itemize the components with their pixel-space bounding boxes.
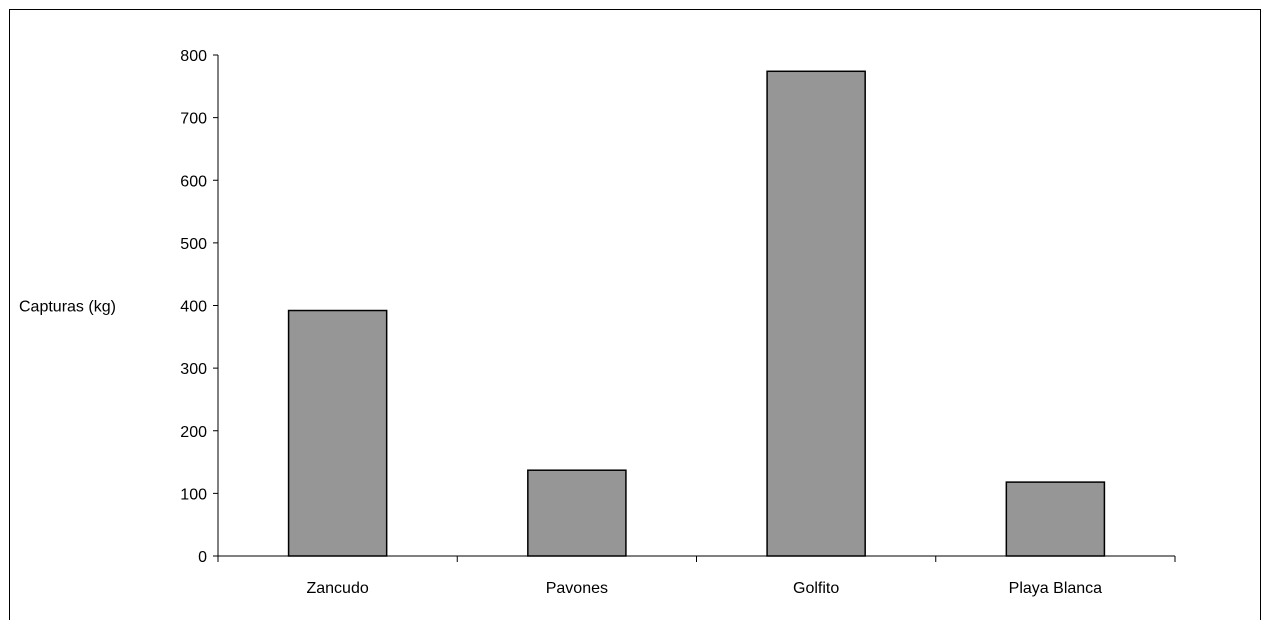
- bar-zancudo: [287, 309, 388, 557]
- bars-group: [287, 70, 1106, 557]
- bar-pavones: [527, 469, 627, 557]
- x-axis-ticks: Zancudo Pavones Golfito Playa Blanca: [217, 556, 1176, 597]
- y-tick-label: 400: [180, 299, 207, 316]
- x-tick-label: Playa Blanca: [1009, 580, 1102, 597]
- x-tick-label: Pavones: [546, 580, 608, 597]
- x-tick-label: Golfito: [793, 580, 839, 597]
- y-axis-title: Capturas (kg): [19, 299, 116, 316]
- bar-playa-blanca: [1005, 481, 1106, 557]
- y-tick-label: 800: [180, 48, 207, 65]
- y-tick-label: 200: [180, 424, 207, 441]
- x-tick-label: Zancudo: [306, 580, 368, 597]
- y-tick-label: 100: [180, 486, 207, 503]
- y-tick-label: 600: [180, 173, 207, 190]
- chart-frame: [9, 9, 1261, 620]
- y-axis-ticks: 0 100 200 300 400 500 600 700 800: [180, 48, 218, 566]
- y-tick-label: 300: [180, 361, 207, 378]
- y-tick-label: 700: [180, 111, 207, 128]
- y-tick-label: 0: [198, 549, 207, 566]
- y-tick-label: 500: [180, 236, 207, 253]
- bar-golfito: [766, 70, 866, 557]
